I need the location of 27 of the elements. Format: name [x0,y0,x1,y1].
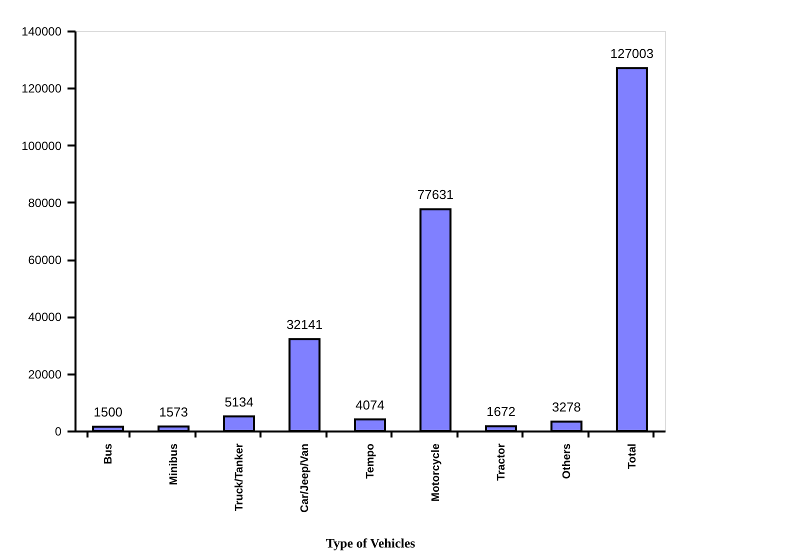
data-label: 4074 [356,397,384,412]
data-label: 5134 [224,394,254,410]
data-label: 3278 [552,400,581,415]
data-label: 77631 [417,187,454,202]
y-tick-label: 80000 [28,196,62,210]
x-tick-label: Minibus [168,444,180,486]
x-tick-label: Car/Jeep/Van [299,443,312,513]
x-tick-label: Tempo [364,443,376,479]
data-label: 1573 [159,404,188,420]
y-tick-label: 60000 [28,253,62,268]
x-tick-label: Others [560,444,573,479]
data-label: 1672 [486,404,516,420]
x-tick-label: Bus [102,444,115,464]
y-tick-label: 120000 [21,82,62,96]
y-tick-label: 140000 [21,24,62,38]
data-label: 127003 [610,46,654,62]
y-tick-label: 0 [54,424,62,438]
x-tick-label: Tractor [495,442,508,481]
y-tick-label: 20000 [28,367,62,382]
y-tick-label: 40000 [28,310,62,324]
x-tick-label: Motorcycle [430,444,442,502]
x-tick-label: Total [626,444,638,469]
data-label: 1500 [94,404,123,420]
x-axis-title: Type of Vehicles [326,536,416,551]
x-tick-label: Truck/Tanker [234,442,246,512]
y-tick-label: 100000 [21,138,62,153]
data-label: 32141 [286,317,323,332]
